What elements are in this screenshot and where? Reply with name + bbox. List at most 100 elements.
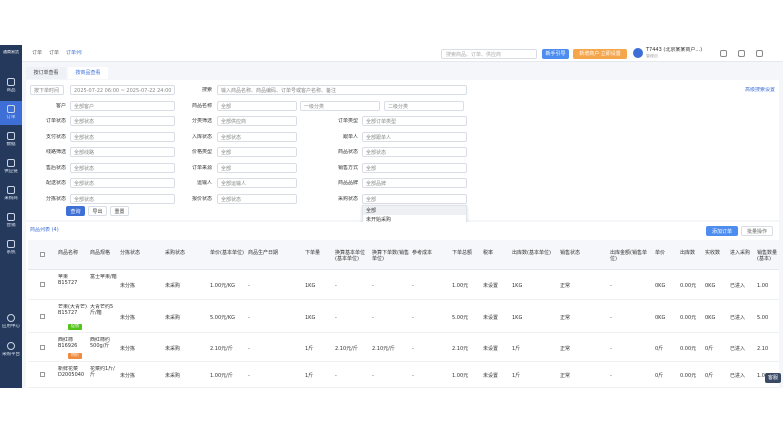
table-cell: 0.00元: [680, 345, 697, 352]
guide-button[interactable]: 新手引导: [542, 49, 569, 59]
select[interactable]: 全部: [362, 162, 467, 173]
sidebar-item[interactable]: 数据: [6, 142, 16, 147]
sidebar-icon[interactable]: [7, 213, 15, 221]
table-cell: 2.10元: [452, 345, 469, 352]
filter-label: 订单类型: [337, 118, 358, 124]
table-cell: 已进入: [730, 314, 746, 321]
user-name[interactable]: T7443 (北京某某商户...): [646, 47, 703, 53]
sidebar-item[interactable]: 采购商: [4, 196, 18, 201]
row-checkbox[interactable]: [40, 313, 45, 319]
row-checkbox[interactable]: [40, 372, 45, 377]
sidebar-icon[interactable]: [7, 78, 15, 86]
table-cell: 已进入: [730, 345, 746, 352]
category-select[interactable]: 一级分类: [300, 100, 380, 111]
sidebar-icon[interactable]: [7, 186, 15, 194]
sidebar-item[interactable]: 商品: [6, 88, 16, 93]
select[interactable]: 全部: [217, 100, 297, 111]
select[interactable]: 全部线路: [70, 147, 175, 157]
sidebar-icon[interactable]: [7, 132, 15, 140]
breadcrumb[interactable]: 订单列表: [66, 50, 82, 56]
select[interactable]: 全部客户: [70, 100, 175, 111]
column-header: 换算下单数(销售单位): [372, 250, 409, 262]
sidebar-item[interactable]: 订单: [6, 115, 16, 120]
sidebar-icon[interactable]: [7, 105, 15, 113]
table-action[interactable]: 添加订单: [706, 226, 738, 236]
advanced-link[interactable]: 高级搜索设置: [744, 87, 775, 93]
filter-label: 销售方式: [337, 164, 358, 171]
tab[interactable]: 按订单查看: [26, 67, 66, 79]
sidebar: [0, 45, 22, 388]
table-cell: 1.00元: [452, 283, 469, 289]
sidebar-item[interactable]: 系统: [6, 250, 16, 255]
sidebar-icon[interactable]: [7, 159, 15, 167]
select[interactable]: 全部状态: [70, 162, 175, 173]
select[interactable]: 全部状态: [70, 131, 175, 142]
top-icon[interactable]: [720, 50, 727, 57]
table-cell: -: [412, 345, 414, 352]
row-checkbox[interactable]: [40, 344, 45, 350]
filter-label: 配送状态: [45, 180, 66, 186]
table-action[interactable]: 批量操作: [741, 226, 773, 236]
select[interactable]: 全部跟单人: [362, 131, 467, 142]
table-cell: 0斤: [705, 345, 714, 352]
row-checkbox[interactable]: [40, 282, 45, 287]
breadcrumb[interactable]: 订单: [32, 50, 43, 56]
table-title: 商品列表 (4): [30, 227, 59, 233]
table-cell: 1斤: [305, 345, 314, 352]
select[interactable]: 全部: [362, 193, 467, 204]
top-icon[interactable]: [738, 50, 745, 57]
table-cell: 1KG: [512, 283, 523, 289]
select[interactable]: 全部状态: [70, 193, 175, 204]
column-header: 换算基本单位(基本单位): [335, 250, 366, 262]
table-cell: 0.00元: [680, 283, 697, 289]
filter-button[interactable]: 查询: [66, 206, 85, 216]
header-checkbox[interactable]: [40, 252, 45, 257]
select[interactable]: 全部状态: [70, 178, 175, 188]
sidebar-item[interactable]: 采购平台: [2, 352, 20, 357]
column-header: 销售数量(基本): [757, 250, 778, 262]
column-header: 出库数: [680, 250, 696, 256]
filter-button[interactable]: 导出: [88, 206, 107, 216]
dropdown-option[interactable]: 未开始采购: [363, 215, 466, 224]
date-range[interactable]: 2025-07-22 06:00 ~ 2025-07-22 24:00: [70, 85, 175, 95]
top-icon[interactable]: [756, 50, 763, 57]
sidebar-item[interactable]: 供应链: [4, 169, 18, 174]
promo-button[interactable]: 新增商户·立即设置: [573, 49, 627, 59]
table-row: [28, 270, 779, 300]
table-cell: 正常: [560, 373, 571, 379]
select[interactable]: 全部订单类型: [362, 116, 467, 126]
breadcrumb[interactable]: 订单: [49, 50, 60, 56]
table-cell: -: [248, 345, 250, 352]
sidebar-item[interactable]: 营销: [6, 223, 16, 228]
sidebar-item[interactable]: 应用中心: [2, 324, 20, 329]
search-input[interactable]: 输入商品名称、商品编码、订单号或客户名称、备注: [217, 85, 467, 95]
table-cell: 芒果(大青芒) B15727: [58, 304, 87, 316]
select[interactable]: 全部状态: [217, 131, 297, 142]
dropdown-option[interactable]: 全部: [363, 206, 466, 215]
filter-button[interactable]: 重置: [110, 206, 129, 216]
select[interactable]: 全部品牌: [362, 178, 467, 188]
table-cell: 0KG: [655, 283, 666, 289]
table-cell: -: [335, 283, 337, 289]
filter-label: 线路筛选: [45, 149, 66, 155]
select[interactable]: 全部: [217, 162, 297, 173]
select[interactable]: 全部: [217, 147, 297, 157]
search-box[interactable]: 搜索商品、订单、供应商: [441, 49, 537, 59]
sidebar-icon[interactable]: [7, 240, 15, 248]
column-header: 下单总额: [452, 250, 473, 256]
column-header: 采购状态: [165, 250, 186, 256]
help-button[interactable]: 客服: [765, 373, 781, 383]
select[interactable]: 全部运输人: [217, 178, 297, 188]
table-cell: 正常: [560, 345, 571, 352]
select[interactable]: 全部状态: [70, 116, 175, 126]
select[interactable]: 全部供应商: [217, 116, 297, 126]
table-cell: -: [372, 314, 374, 321]
select[interactable]: 全部状态: [362, 147, 467, 157]
category-select[interactable]: 二级分类: [384, 100, 464, 111]
select[interactable]: 全部状态: [217, 193, 297, 204]
filter-label: 客户: [55, 102, 66, 109]
tab[interactable]: 按商品查看: [68, 67, 108, 79]
date-type-select[interactable]: 按下单时间: [30, 85, 64, 95]
sidebar-icon[interactable]: [7, 314, 15, 322]
sidebar-icon[interactable]: [7, 342, 15, 350]
